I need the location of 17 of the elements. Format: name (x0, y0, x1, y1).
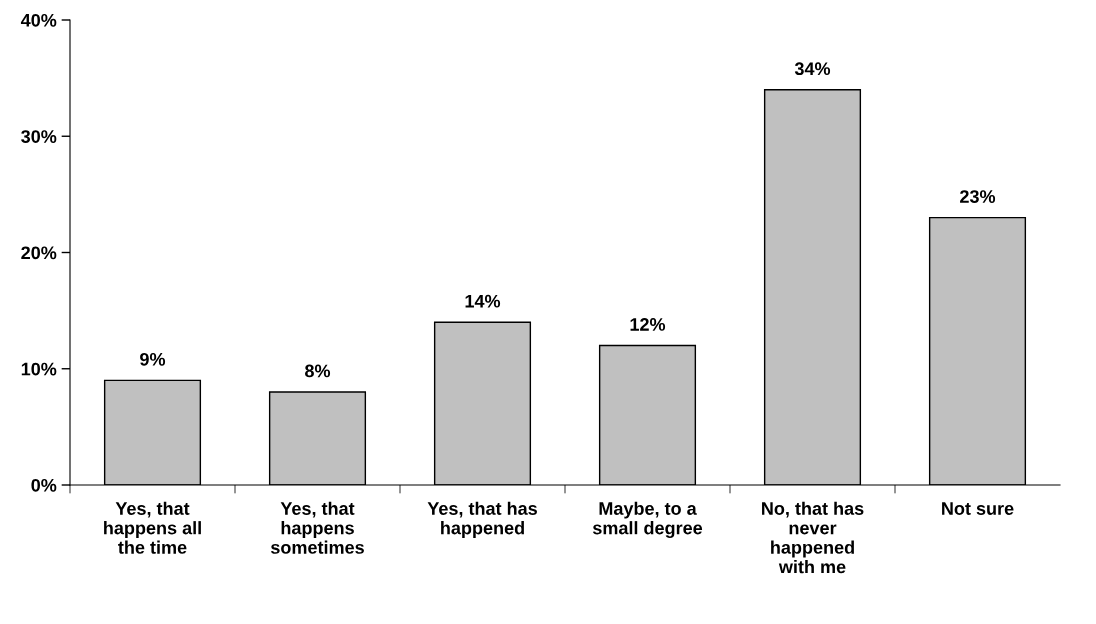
data-label: 34% (794, 62, 831, 76)
y-tick-label: 20% (21, 246, 57, 260)
data-label: 12% (630, 318, 666, 331)
y-tick-label: 30% (21, 130, 57, 143)
data-label: 8% (305, 364, 331, 378)
data-label: 14% (465, 294, 501, 308)
x-tick-label: Yes, that has happened (427, 501, 537, 538)
data-label: 23% (960, 190, 996, 203)
x-tick-label: Maybe, to a small degree (592, 501, 703, 539)
x-tick-label: Yes, that happens sometimes (270, 501, 364, 554)
data-label: 9% (140, 352, 166, 366)
y-tick-label: 0% (31, 478, 57, 492)
y-tick-label: 10% (21, 362, 57, 376)
x-tick-label: No, that has never happened with me (762, 501, 864, 574)
x-tick-label: Not sure (942, 502, 1014, 515)
y-tick-label: 40% (20, 13, 57, 27)
x-tick-label: Yes, that happens all the time (104, 501, 201, 554)
